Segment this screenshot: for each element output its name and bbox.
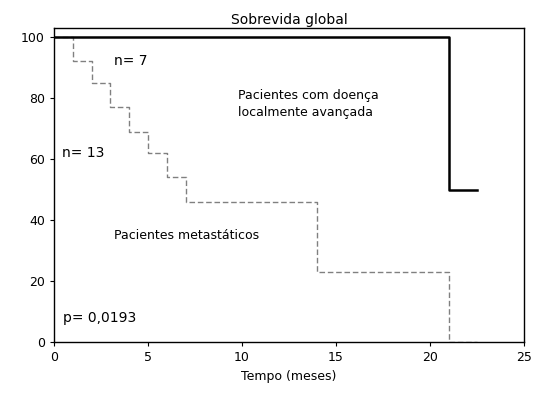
Text: n= 13: n= 13 bbox=[62, 146, 104, 160]
X-axis label: Tempo (meses): Tempo (meses) bbox=[241, 370, 336, 383]
Text: p= 0,0193: p= 0,0193 bbox=[63, 311, 137, 325]
Text: Pacientes metastáticos: Pacientes metastáticos bbox=[114, 229, 259, 242]
Title: Sobrevida global: Sobrevida global bbox=[231, 13, 347, 27]
Text: n= 7: n= 7 bbox=[114, 55, 147, 68]
Text: Pacientes com doença
localmente avançada: Pacientes com doença localmente avançada bbox=[238, 89, 379, 119]
